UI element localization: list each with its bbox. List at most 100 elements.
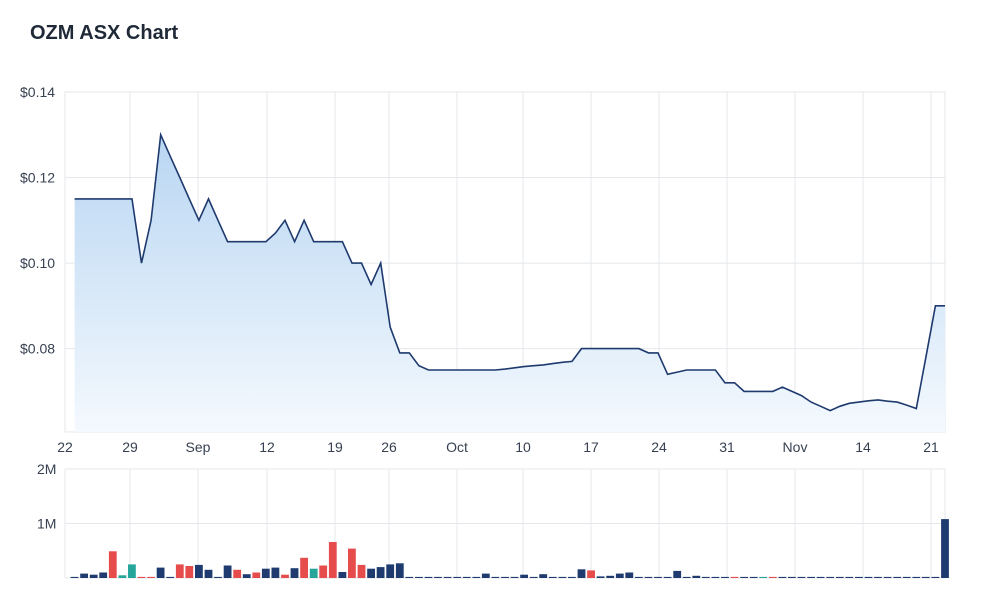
volume-bar [721, 576, 729, 578]
price-point [848, 402, 851, 405]
price-point [810, 401, 813, 404]
volume-bar [376, 567, 385, 578]
price-point [752, 390, 755, 393]
price-point [83, 197, 86, 200]
price-point [695, 369, 698, 372]
volume-bar [902, 576, 911, 578]
price-point [542, 363, 545, 366]
volume-bar [118, 575, 127, 578]
price-point [446, 369, 449, 372]
volume-bar [175, 564, 184, 578]
volume-bar [845, 576, 854, 578]
price-point [829, 409, 832, 412]
volume-bar [701, 576, 710, 578]
volume-bar [233, 569, 242, 578]
volume-bar [443, 576, 452, 578]
price-point [284, 219, 287, 222]
volume-bar [692, 575, 701, 578]
price-point [245, 240, 248, 243]
price-point [819, 405, 822, 408]
volume-bar [941, 519, 949, 578]
price-point [150, 219, 153, 222]
y-tick-label: $0.08 [20, 341, 55, 357]
volume-bar [682, 576, 691, 578]
volume-bar [271, 567, 280, 578]
volume-bar [529, 576, 538, 578]
volume-bar [453, 576, 462, 578]
price-point [733, 381, 736, 384]
volume-bar [606, 575, 615, 578]
volume-bar [826, 576, 835, 578]
volume-bar [319, 565, 328, 578]
volume-axis-ticks: 2M 1M [37, 461, 56, 532]
x-tick-label: 24 [651, 439, 667, 455]
volume-bar [625, 572, 634, 578]
volume-bar [137, 576, 146, 578]
volume-bar [874, 576, 882, 578]
volume-bar [788, 576, 796, 578]
x-tick-label: Sep [186, 439, 211, 455]
price-point [178, 176, 181, 179]
price-area [74, 134, 946, 433]
x-tick-label: 12 [259, 439, 275, 455]
price-point [322, 240, 325, 243]
price-point [217, 219, 220, 222]
chart-title: OZM ASX Chart [30, 22, 179, 44]
x-tick-label: Oct [446, 439, 468, 455]
volume-bar [70, 576, 79, 578]
price-point [274, 232, 277, 235]
volume-bar [252, 572, 261, 578]
y-axis-ticks: $0.14 $0.12 $0.10 $0.08 [20, 84, 55, 357]
volume-bar [405, 576, 414, 578]
price-point [303, 219, 306, 222]
price-point [867, 399, 870, 402]
volume-bar [357, 564, 366, 578]
price-point [408, 351, 411, 354]
price-point [312, 240, 315, 243]
volume-bar [807, 576, 815, 578]
price-point [791, 390, 794, 393]
x-tick-label: 26 [381, 439, 397, 455]
volume-bar [195, 564, 203, 578]
price-point [121, 197, 124, 200]
volume-bar [185, 566, 194, 578]
volume-bar [893, 576, 902, 578]
volume-bars [70, 519, 949, 578]
volume-bar [242, 574, 251, 578]
volume-tick-label: 2M [37, 461, 56, 477]
volume-bar [577, 569, 586, 578]
volume-bar [510, 576, 519, 578]
price-point [628, 347, 631, 350]
volume-bar [749, 576, 758, 578]
price-point [102, 197, 105, 200]
price-point [599, 347, 602, 350]
volume-bar [711, 576, 720, 578]
volume-bar [730, 576, 739, 578]
price-point [111, 197, 114, 200]
price-line [74, 131, 945, 412]
volume-bar [214, 576, 222, 578]
price-point [676, 371, 679, 374]
volume-tick-label: 1M [37, 516, 56, 532]
volume-bar [80, 573, 88, 578]
price-point [637, 347, 640, 350]
price-point [73, 197, 76, 200]
volume-bar [261, 568, 270, 578]
volume-bar [99, 572, 108, 578]
x-tick-label: 31 [719, 439, 735, 455]
price-point [609, 347, 612, 350]
volume-bar [673, 570, 682, 578]
price-point [370, 283, 373, 286]
volume-bar [912, 576, 921, 578]
price-point [762, 390, 765, 393]
price-point [159, 133, 162, 136]
volume-bar [300, 557, 308, 578]
volume-bar [434, 576, 442, 578]
volume-bar [596, 576, 605, 578]
volume-bar [462, 576, 471, 578]
price-point [169, 155, 172, 158]
volume-bar [395, 563, 404, 578]
volume-bar [615, 573, 624, 578]
price-point [504, 368, 507, 371]
price-point [417, 364, 420, 367]
